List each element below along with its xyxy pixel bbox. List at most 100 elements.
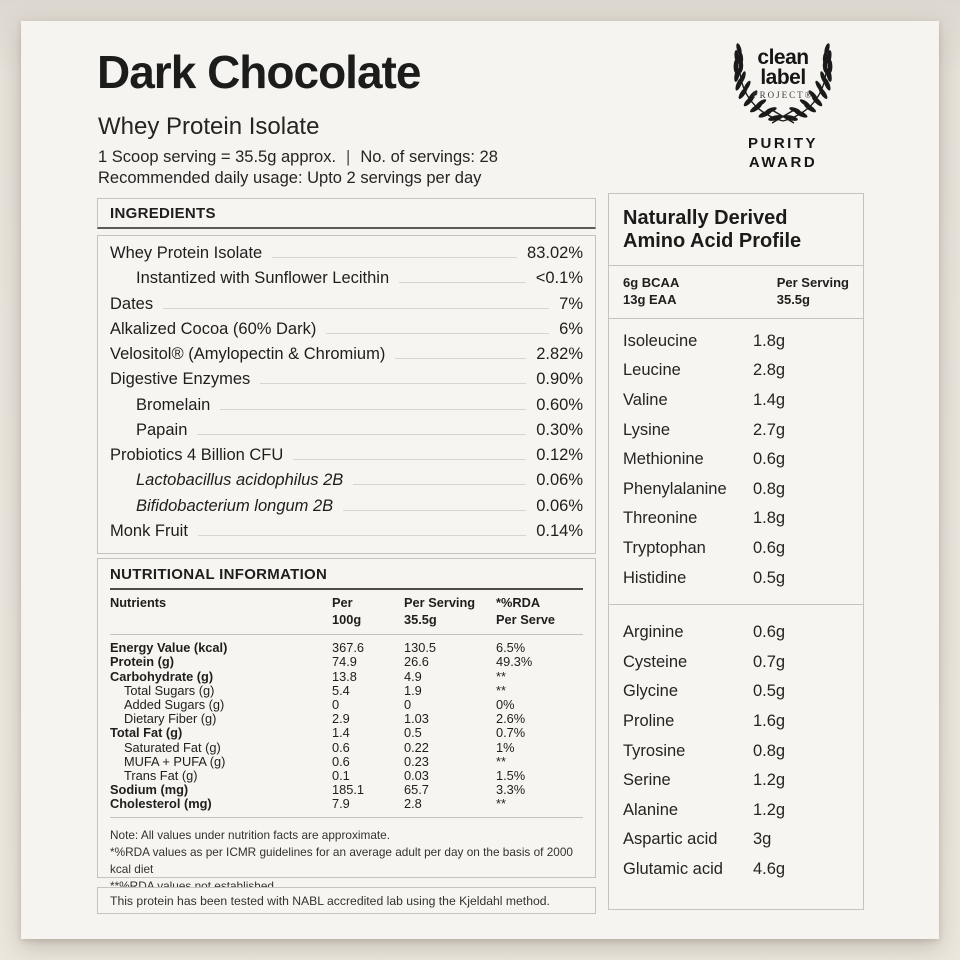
amino-row: Leucine 2.8g bbox=[623, 356, 849, 386]
ingredient-percent: 83.02% bbox=[527, 244, 583, 263]
ingredient-percent: 0.90% bbox=[536, 370, 583, 389]
leader-line bbox=[399, 282, 526, 284]
leader-line bbox=[293, 459, 527, 461]
ingredient-row: Alkalized Cocoa (60% Dark) 6% bbox=[110, 320, 583, 345]
amino-value: 3g bbox=[753, 830, 772, 849]
leader-line bbox=[272, 257, 518, 259]
nutrition-row: Protein (g) 74.9 26.6 49.3% bbox=[110, 655, 583, 669]
ingredient-row: Bromelain 0.60% bbox=[110, 396, 583, 421]
nutrient-rda: ** bbox=[496, 753, 506, 769]
amino-subheader: 6g BCAA 13g EAA Per Serving 35.5g bbox=[609, 266, 863, 319]
lab-note-box: This protein has been tested with NABL a… bbox=[97, 887, 596, 914]
nutrition-note-line: Note: All values under nutrition facts a… bbox=[110, 827, 390, 842]
amino-value: 1.2g bbox=[753, 800, 786, 819]
amino-name: Threonine bbox=[623, 509, 698, 528]
amino-row: Glutamic acid 4.6g bbox=[623, 855, 849, 885]
nutrient-name: Added Sugars (g) bbox=[124, 697, 225, 713]
award-word-award: AWARD bbox=[748, 153, 818, 171]
nutrient-name: Sodium (mg) bbox=[110, 782, 189, 798]
leader-line bbox=[260, 383, 527, 385]
ingredient-percent: 0.12% bbox=[536, 446, 583, 465]
servings-count-text: No. of servings: 28 bbox=[360, 148, 498, 166]
nutrient-rda: 0% bbox=[496, 697, 515, 713]
ingredient-percent: <0.1% bbox=[535, 269, 583, 288]
amino-name: Valine bbox=[623, 391, 668, 410]
nutrition-row: Sodium (mg) 185.1 65.7 3.3% bbox=[110, 783, 583, 797]
amino-row: Phenylalanine 0.8g bbox=[623, 475, 849, 505]
nutrition-note-line: *%RDA values as per ICMR guidelines for … bbox=[110, 844, 573, 876]
ingredient-percent: 0.30% bbox=[536, 420, 583, 439]
usage-line: Recommended daily usage: Upto 2 servings… bbox=[98, 169, 482, 187]
label-card: Dark Chocolate Whey Protein Isolate 1 Sc… bbox=[21, 21, 939, 939]
nutrient-per-serving: 65.7 bbox=[404, 782, 429, 798]
product-subtitle: Whey Protein Isolate bbox=[98, 113, 320, 140]
nutrient-per-100g: 0.6 bbox=[332, 753, 350, 769]
amino-value: 1.8g bbox=[753, 331, 786, 350]
nutrient-per-100g: 1.4 bbox=[332, 725, 350, 741]
nutrient-name: Total Sugars (g) bbox=[124, 682, 215, 698]
amino-value: 0.8g bbox=[753, 741, 786, 760]
amino-row: Valine 1.4g bbox=[623, 386, 849, 416]
ingredient-row: Bifidobacterium longum 2B 0.06% bbox=[110, 497, 583, 522]
amino-row: Tyrosine 0.8g bbox=[623, 736, 849, 766]
nutrition-row: Saturated Fat (g) 0.6 0.22 1% bbox=[110, 739, 583, 755]
nutrient-name: MUFA + PUFA (g) bbox=[124, 753, 226, 769]
nutrient-rda: 0.7% bbox=[496, 725, 526, 741]
ingredient-name: Instantized with Sunflower Lecithin bbox=[136, 269, 390, 288]
amino-name: Proline bbox=[623, 711, 675, 730]
amino-row: Isoleucine 1.8g bbox=[623, 327, 849, 357]
nutrient-per-serving: 2.8 bbox=[404, 796, 422, 812]
ingredient-name: Velositol® (Amylopectin & Chromium) bbox=[110, 345, 386, 364]
ingredient-row: Instantized with Sunflower Lecithin <0.1… bbox=[110, 269, 583, 294]
award-brand-line2: label bbox=[760, 65, 806, 89]
award-brand-line1: clean bbox=[757, 46, 809, 69]
amino-row: Glycine 0.5g bbox=[623, 677, 849, 707]
leader-line bbox=[197, 433, 527, 435]
amino-value: 2.7g bbox=[753, 420, 786, 439]
nutrient-per-serving: 1.03 bbox=[404, 711, 429, 727]
amino-row: Histidine 0.5g bbox=[623, 563, 849, 593]
nutrient-name: Protein (g) bbox=[110, 654, 174, 670]
award-word-purity: PURITY bbox=[747, 135, 818, 152]
amino-name: Glutamic acid bbox=[623, 859, 723, 878]
ingredient-row: Digestive Enzymes 0.90% bbox=[110, 370, 583, 395]
nutrient-rda: ** bbox=[496, 668, 506, 684]
amino-row: Methionine 0.6g bbox=[623, 445, 849, 475]
amino-name: Cysteine bbox=[623, 652, 688, 671]
ingredient-row: Whey Protein Isolate 83.02% bbox=[110, 244, 583, 269]
amino-value: 1.6g bbox=[753, 711, 786, 730]
amino-value: 0.6g bbox=[753, 450, 786, 469]
nutrient-per-100g: 74.9 bbox=[332, 654, 357, 670]
nutrient-per-100g: 5.4 bbox=[332, 682, 350, 698]
nutrition-row: Trans Fat (g) 0.1 0.03 1.5% bbox=[110, 768, 583, 783]
nutrition-row: Dietary Fiber (g) 2.9 1.03 2.6% bbox=[110, 712, 583, 726]
nutrition-row: Cholesterol (mg) 7.9 2.8 ** bbox=[110, 797, 583, 811]
nutrition-column-headers: Nutrients Per 100g Per Serving 35.5g *%R… bbox=[110, 590, 583, 636]
amino-row: Threonine 1.8g bbox=[623, 504, 849, 534]
amino-name: Isoleucine bbox=[623, 331, 698, 350]
nutrient-per-serving: 1.9 bbox=[404, 682, 422, 698]
ingredient-name: Dates bbox=[110, 294, 154, 313]
amino-bcaa-eaa: 6g BCAA 13g EAA bbox=[623, 274, 680, 307]
ingredients-title: INGREDIENTS bbox=[110, 204, 216, 222]
leader-line bbox=[220, 408, 527, 410]
ingredient-name: Probiotics 4 Billion CFU bbox=[110, 446, 284, 465]
nutrient-rda: ** bbox=[496, 682, 506, 698]
col-rda: *%RDA Per Serve bbox=[496, 595, 556, 627]
amino-value: 2.8g bbox=[753, 361, 786, 380]
amino-name: Tyrosine bbox=[623, 741, 686, 760]
nutrient-per-serving: 0.23 bbox=[404, 753, 429, 769]
ingredient-percent: 0.14% bbox=[536, 521, 583, 540]
ingredient-row: Papain 0.30% bbox=[110, 421, 583, 446]
scoop-serving-text: 1 Scoop serving = 35.5g approx. bbox=[98, 148, 337, 166]
nutrient-rda: 3.3% bbox=[496, 782, 526, 798]
amino-value: 0.5g bbox=[753, 682, 786, 701]
leader-line bbox=[343, 509, 527, 511]
nutrient-name: Carbohydrate (g) bbox=[110, 668, 214, 684]
nutrient-per-serving: 0.22 bbox=[404, 739, 429, 755]
amino-row: Serine 1.2g bbox=[623, 766, 849, 796]
ingredient-percent: 7% bbox=[559, 294, 583, 313]
nutrient-rda: ** bbox=[496, 796, 506, 812]
amino-name: Glycine bbox=[623, 682, 679, 701]
amino-value: 0.8g bbox=[753, 479, 786, 498]
